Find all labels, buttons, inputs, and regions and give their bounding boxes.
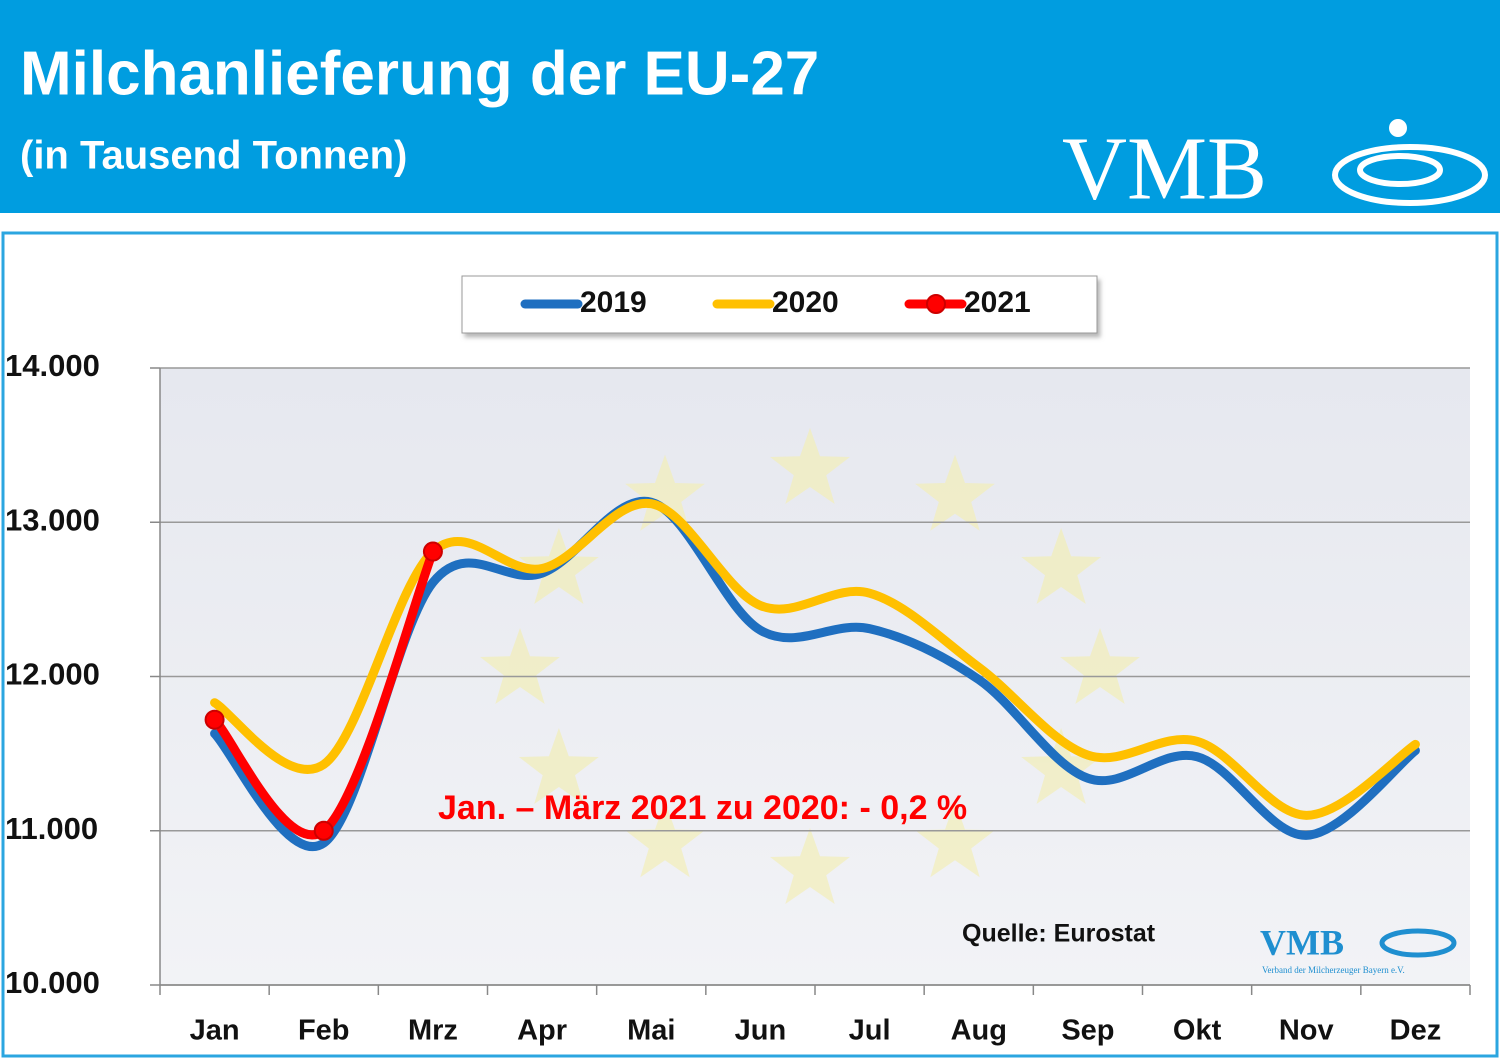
watermark-swirl — [1379, 928, 1457, 958]
star — [625, 801, 705, 878]
star — [480, 628, 560, 704]
y-tick-label: 14.000 — [5, 348, 100, 383]
x-tick-label: Okt — [1173, 1015, 1222, 1047]
x-tick-label: Mrz — [408, 1015, 458, 1047]
marker — [204, 709, 225, 730]
x-tick-label: Nov — [1279, 1015, 1334, 1047]
x-tick-label: Jun — [735, 1015, 787, 1047]
star — [770, 828, 850, 904]
y-tick-label: 13.000 — [5, 502, 100, 537]
star — [625, 454, 705, 531]
marker — [422, 541, 443, 562]
annotation: Jan. – März 2021 zu 2020: - 0,2 % — [438, 789, 967, 827]
legend-label: 2020 — [772, 286, 839, 319]
x-tick-label: Feb — [298, 1015, 350, 1047]
star — [915, 801, 995, 878]
legend-label: 2021 — [964, 286, 1031, 319]
star — [770, 428, 850, 504]
star — [915, 454, 995, 531]
star — [1021, 528, 1102, 604]
watermark-logo: VMB — [1260, 922, 1344, 962]
y-tick-label: 11.000 — [5, 811, 98, 846]
legend-marker — [926, 294, 946, 314]
marker — [313, 820, 334, 841]
x-tick-label: Aug — [951, 1015, 1007, 1047]
star — [518, 728, 599, 804]
x-tick-label: Jul — [849, 1015, 891, 1047]
x-tick-label: Jan — [190, 1015, 240, 1047]
x-tick-label: Sep — [1061, 1015, 1114, 1047]
series-line — [210, 498, 1420, 820]
subtitle: (in Tausend Tonnen) — [20, 134, 407, 178]
y-tick-label: 12.000 — [5, 657, 100, 692]
watermark-text: Verband der Milcherzeuger Bayern e.V. — [1262, 965, 1405, 975]
logo: VMB — [1062, 120, 1267, 219]
x-tick-label: Apr — [517, 1015, 567, 1047]
x-tick-label: Mai — [627, 1015, 675, 1047]
legend-label: 2019 — [580, 286, 647, 319]
source: Quelle: Eurostat — [962, 920, 1156, 948]
logo-swirl — [1332, 119, 1488, 206]
x-tick-label: Dez — [1390, 1015, 1442, 1047]
title: Milchanlieferung der EU-27 — [20, 39, 819, 108]
star — [1060, 628, 1140, 704]
y-tick-label: 10.000 — [5, 965, 100, 1000]
header-band — [0, 0, 1500, 213]
